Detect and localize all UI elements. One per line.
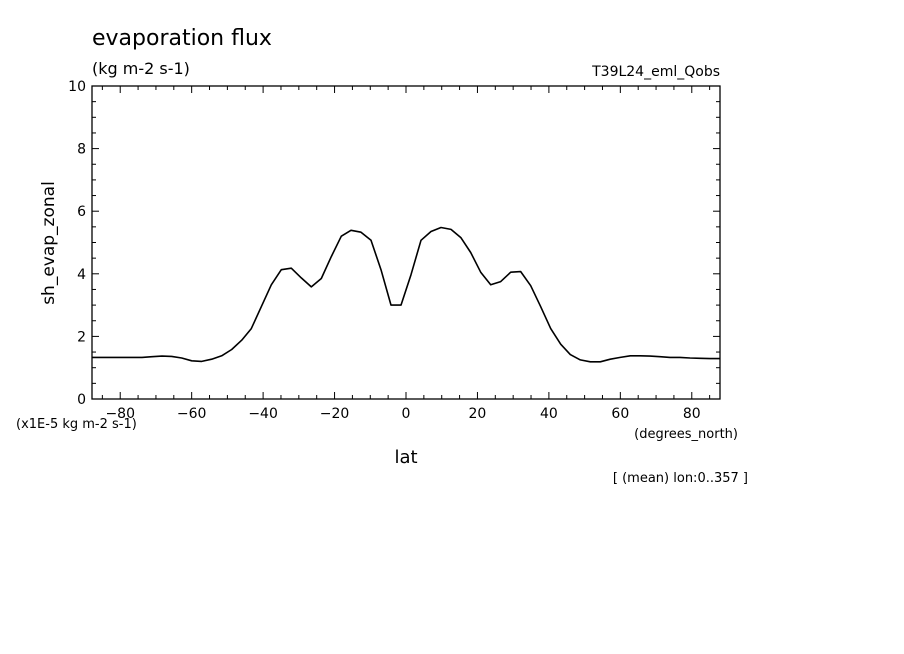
x-tick-label: 20 [469, 406, 487, 422]
plot-area: −80 −60 −40 −20 0 20 40 60 80 0 2 4 6 8 10 [68, 79, 721, 422]
x-unit-label: (degrees_north) [634, 427, 738, 442]
x-axis-label: lat [394, 447, 417, 468]
x-tick-label: 80 [683, 406, 701, 422]
x-tick-label: −60 [177, 406, 207, 422]
y-tick-label: 8 [77, 142, 86, 158]
x-tick-label: −80 [105, 406, 135, 422]
x-tick-label: −40 [248, 406, 278, 422]
plot-frame [91, 85, 721, 400]
y-tick-labels: 0 2 4 6 8 10 [68, 79, 86, 408]
series-line [92, 226, 720, 363]
x-tick-label: 0 [402, 406, 411, 422]
x-tick-label: 60 [611, 406, 629, 422]
chart-title: evaporation flux [92, 26, 272, 51]
axis-ticks [92, 85, 720, 400]
footnote: [ (mean) lon:0..357 ] [613, 471, 748, 486]
y-unit-label: (x1E-5 kg m-2 s-1) [16, 417, 137, 432]
x-tick-label: −20 [320, 406, 350, 422]
y-axis-label: sh_evap_zonal [39, 181, 59, 305]
y-tick-label: 0 [77, 392, 86, 408]
chart-subtitle: (kg m-2 s-1) [92, 59, 190, 78]
x-tick-label: 40 [540, 406, 558, 422]
y-tick-label: 4 [77, 267, 86, 283]
run-label: T39L24_eml_Qobs [591, 64, 720, 80]
x-tick-labels: −80 −60 −40 −20 0 20 40 60 80 [105, 406, 700, 422]
y-tick-label: 10 [68, 79, 86, 95]
y-tick-label: 2 [77, 329, 86, 345]
series-group [92, 226, 720, 363]
y-tick-label: 6 [77, 204, 86, 220]
